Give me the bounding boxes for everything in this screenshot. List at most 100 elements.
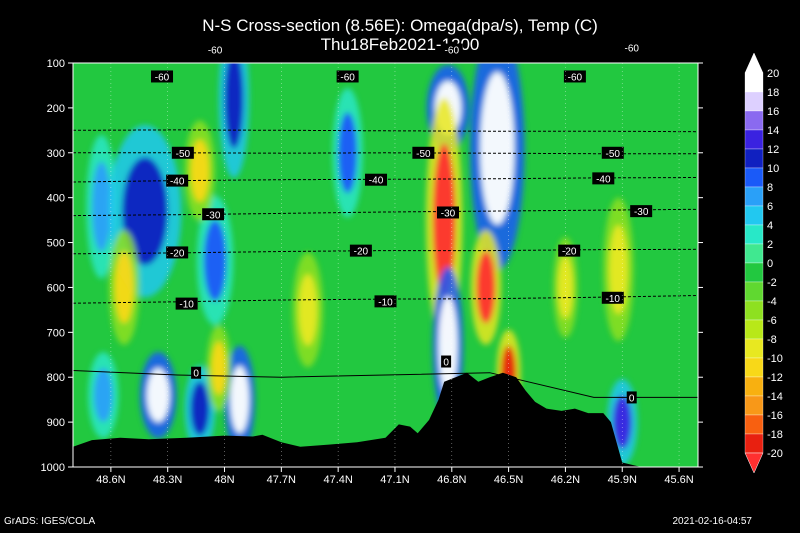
colorbar-label: -18 [767, 429, 783, 441]
omega-feature [612, 395, 632, 450]
contour-label: -30 [441, 208, 456, 219]
colorbar-label: -16 [767, 410, 783, 422]
colorbar-swatch [744, 72, 764, 93]
colorbar-swatch [744, 110, 764, 131]
colorbar-label: 16 [767, 106, 779, 118]
terrain [73, 372, 698, 467]
colorbar-label: 8 [767, 182, 773, 194]
omega-feature [224, 63, 244, 149]
colorbar-label: 20 [767, 68, 779, 80]
contour-label: -20 [354, 247, 369, 258]
omega-feature [114, 251, 134, 324]
temperature-contour [73, 152, 698, 155]
contour-label-box [166, 246, 189, 259]
plot-frame [72, 62, 699, 468]
contour-label-box [204, 43, 227, 56]
colorbar-swatch [744, 91, 764, 112]
chart-subtitle: Thu18Feb2021-1200 [320, 35, 480, 54]
contour-label: -10 [179, 300, 194, 311]
colorbar-label: 10 [767, 163, 779, 175]
omega-feature [190, 381, 210, 436]
contour-label-box [592, 172, 615, 185]
colorbar-label: -20 [767, 448, 783, 460]
x-tick-label: 45.9N [608, 474, 637, 486]
terrain-silhouette [73, 372, 698, 467]
y-tick-label: 700 [47, 327, 65, 339]
contour-label-box [441, 355, 452, 368]
y-tick-label: 500 [47, 238, 65, 250]
y-tick-label: 800 [47, 372, 65, 384]
contour-label: -30 [634, 207, 649, 218]
colorbar-label: -10 [767, 353, 783, 365]
contour-label-box [601, 146, 624, 159]
contour-label-box [202, 208, 225, 221]
x-tick-label: 47.7N [267, 474, 296, 486]
footer-timestamp: 2021-02-16-04:57 [672, 516, 752, 527]
contour-label: -30 [206, 210, 221, 221]
contour-label: -40 [170, 177, 185, 188]
y-tick-label: 100 [47, 58, 65, 70]
omega-feature [93, 368, 113, 423]
x-tick-label: 48N [214, 474, 234, 486]
omega-feature [432, 143, 456, 297]
x-tick-label: 48.3N [153, 474, 182, 486]
omega-feature [438, 296, 458, 396]
colorbar-arrow-top [744, 52, 764, 74]
omega-feature [91, 161, 111, 252]
colorbar-swatch [744, 414, 764, 435]
contour-label: -10 [378, 297, 393, 308]
colorbar-label: 2 [767, 239, 773, 251]
colorbar-swatch [744, 129, 764, 150]
colorbar-label: -12 [767, 372, 783, 384]
colorbar-label: -2 [767, 277, 777, 289]
contour-label: -60 [155, 72, 170, 83]
contour-label-box [336, 70, 359, 83]
x-tick-label: 46.8N [437, 474, 466, 486]
y-tick-label: 1000 [41, 462, 65, 474]
temperature-contour [73, 47, 698, 52]
y-tick-label: 200 [47, 103, 65, 115]
colorbar-swatch [744, 224, 764, 245]
colorbar-label: -8 [767, 334, 777, 346]
contour-label-box [166, 174, 189, 187]
x-tick-label: 46.2N [551, 474, 580, 486]
omega-feature [211, 341, 227, 396]
contour-label: -60 [208, 46, 223, 57]
contour-label: -40 [596, 174, 611, 185]
temperature-contour [73, 208, 698, 217]
contour-label-box [563, 70, 586, 83]
contour-label: -60 [340, 72, 355, 83]
contour-label-box [191, 366, 202, 379]
chart-title: N-S Cross-section (8.56E): Omega(dpa/s),… [202, 16, 598, 35]
omega-feature [230, 366, 250, 434]
colorbar-label: 4 [767, 220, 773, 232]
contour-label: 0 [629, 393, 635, 404]
x-tick-label: 47.1N [380, 474, 409, 486]
contour-label-box [374, 295, 397, 308]
contour-label: -50 [416, 149, 431, 160]
colorbar-swatch [744, 167, 764, 188]
colorbar-swatch [744, 357, 764, 378]
colorbar-swatch [744, 376, 764, 397]
contour-label-box [175, 297, 198, 310]
axes: 100 200 300 400 500 600 700 800 900 1000 48.6N 48.3… [41, 58, 703, 486]
contour-label-box [558, 244, 581, 257]
colorbar-arrow-bottom [744, 452, 764, 474]
contour-label-box [601, 291, 624, 304]
colorbar: 20181614121086420-2-4-6-8-10-12-14-16-18… [744, 52, 783, 474]
contour-label: -10 [606, 294, 621, 305]
colorbar-label: 12 [767, 144, 779, 156]
temperature-contour [73, 129, 698, 133]
contour-label-box [171, 146, 194, 159]
x-tick-label: 46.5N [494, 474, 523, 486]
temperature-contour [73, 370, 698, 398]
y-tick-label: 600 [47, 282, 65, 294]
contour-label: -50 [606, 149, 621, 160]
contour-label: -50 [176, 149, 191, 160]
contour-label-box [365, 173, 388, 186]
contour-label: -60 [445, 46, 460, 57]
contour-label-box [412, 146, 435, 159]
x-tick-label: 45.6N [664, 474, 693, 486]
omega-feature [476, 251, 496, 324]
